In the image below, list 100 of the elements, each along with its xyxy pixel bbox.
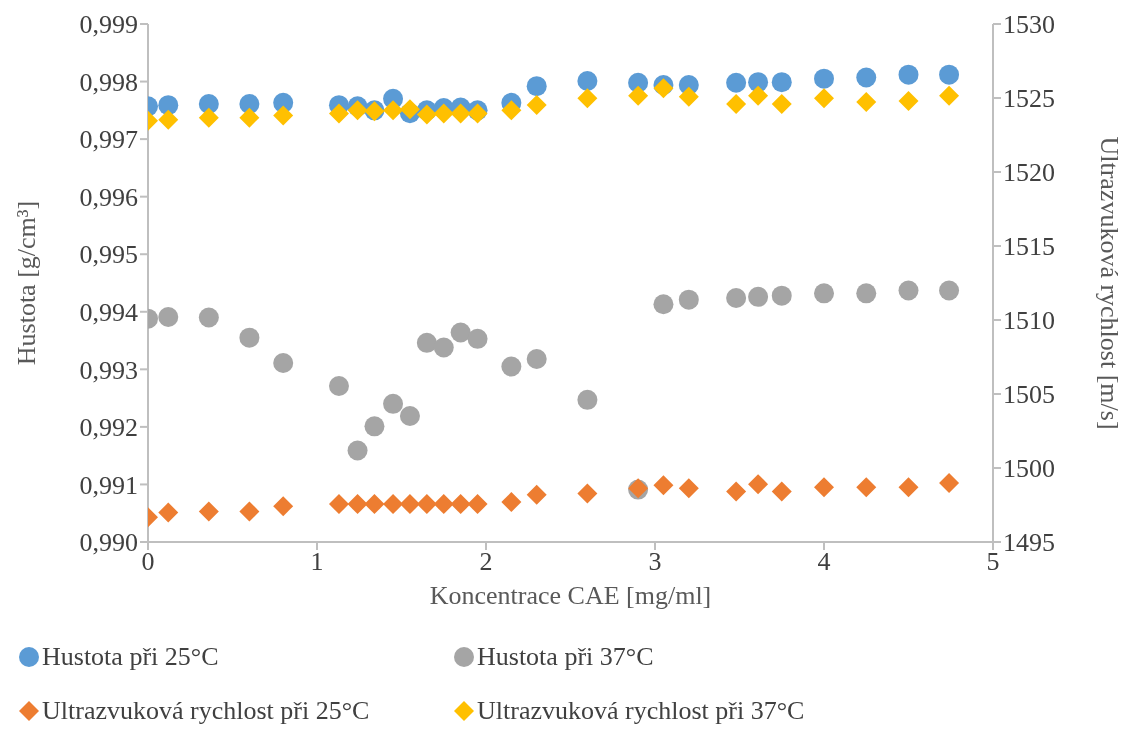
point <box>726 287 747 308</box>
y2-tick-label: 1505 <box>1003 380 1055 410</box>
point <box>939 280 960 301</box>
point <box>198 307 219 328</box>
x-tick-label: 4 <box>817 547 831 577</box>
point <box>239 327 260 348</box>
point <box>856 67 877 88</box>
point <box>771 285 792 306</box>
y-tick-label: 0,993 <box>79 355 138 385</box>
point <box>433 337 454 358</box>
y-axis-title: Hustota [g/cm³] <box>12 200 42 366</box>
y-tick-label: 0,997 <box>79 125 138 155</box>
point <box>416 332 437 353</box>
point <box>158 95 179 116</box>
y2-tick-label: 1510 <box>1003 306 1055 336</box>
point <box>433 103 454 124</box>
x-tick-label: 0 <box>141 547 155 577</box>
point <box>939 473 960 494</box>
point <box>939 85 960 106</box>
point <box>383 494 404 515</box>
point <box>771 94 792 115</box>
y-tick-label: 0,992 <box>79 413 138 443</box>
point <box>383 100 404 121</box>
point <box>856 92 877 112</box>
point <box>898 280 919 301</box>
point <box>328 494 349 515</box>
point <box>239 501 260 522</box>
y2-tick-label: 1515 <box>1003 232 1055 262</box>
point <box>526 348 547 369</box>
point <box>328 103 349 124</box>
x-tick-label: 3 <box>648 547 662 577</box>
point <box>678 86 699 107</box>
point <box>399 405 420 426</box>
y2-tick-label: 1500 <box>1003 454 1055 484</box>
point <box>814 283 834 304</box>
point <box>628 85 649 106</box>
x-axis-title: Koncentrace CAE [mg/ml] <box>429 581 712 610</box>
y-tick-label: 0,995 <box>79 240 138 270</box>
point <box>856 477 877 498</box>
point <box>748 85 769 106</box>
point <box>239 107 260 128</box>
point <box>450 103 471 124</box>
point <box>771 72 792 93</box>
point <box>726 72 747 93</box>
point <box>273 496 294 517</box>
y2-tick-label: 1530 <box>1003 10 1055 40</box>
point <box>678 478 699 499</box>
legend-label: Ultrazvuková rychlost při 37°C <box>477 696 805 726</box>
point <box>364 416 385 437</box>
point <box>399 494 420 515</box>
point <box>898 477 919 498</box>
point <box>158 306 179 327</box>
point <box>678 289 699 310</box>
point <box>501 100 522 121</box>
y2-tick-label: 1525 <box>1003 84 1055 114</box>
point <box>748 286 769 307</box>
y2-axis-title: Ultrazvuková rychlost [m/s] <box>1094 136 1124 430</box>
point <box>577 483 598 504</box>
point <box>814 88 834 109</box>
point <box>526 95 547 116</box>
y-tick-label: 0,999 <box>79 10 138 40</box>
x-tick-label: 1 <box>310 547 324 577</box>
point <box>577 389 598 410</box>
point <box>526 76 547 97</box>
point <box>198 107 219 128</box>
y-tick-label: 0,994 <box>79 298 138 328</box>
legend-label: Hustota při 25°C <box>42 642 219 672</box>
y-tick-label: 0,990 <box>79 528 138 558</box>
y2-tick-label: 1495 <box>1003 528 1055 558</box>
point <box>383 393 404 414</box>
point <box>577 70 598 91</box>
point <box>273 353 294 373</box>
point <box>814 68 834 89</box>
point <box>198 501 219 522</box>
point <box>726 94 747 115</box>
y2-tick-label: 1520 <box>1003 158 1055 188</box>
point <box>158 502 179 523</box>
point <box>347 494 368 515</box>
point <box>814 477 834 498</box>
point <box>653 294 674 315</box>
point <box>898 64 919 85</box>
point <box>158 109 179 130</box>
point <box>467 328 488 349</box>
point <box>898 90 919 111</box>
point <box>450 322 471 343</box>
point <box>939 64 960 85</box>
point <box>856 283 877 304</box>
point <box>501 356 522 377</box>
y-tick-label: 0,996 <box>79 182 138 212</box>
y-tick-label: 0,998 <box>79 67 138 97</box>
point <box>273 105 294 126</box>
point <box>653 475 674 496</box>
point <box>726 481 747 502</box>
point <box>771 481 792 502</box>
point <box>501 492 522 513</box>
point <box>577 88 598 109</box>
point <box>328 376 349 397</box>
point <box>748 474 769 495</box>
point <box>467 494 488 515</box>
point <box>450 494 471 515</box>
